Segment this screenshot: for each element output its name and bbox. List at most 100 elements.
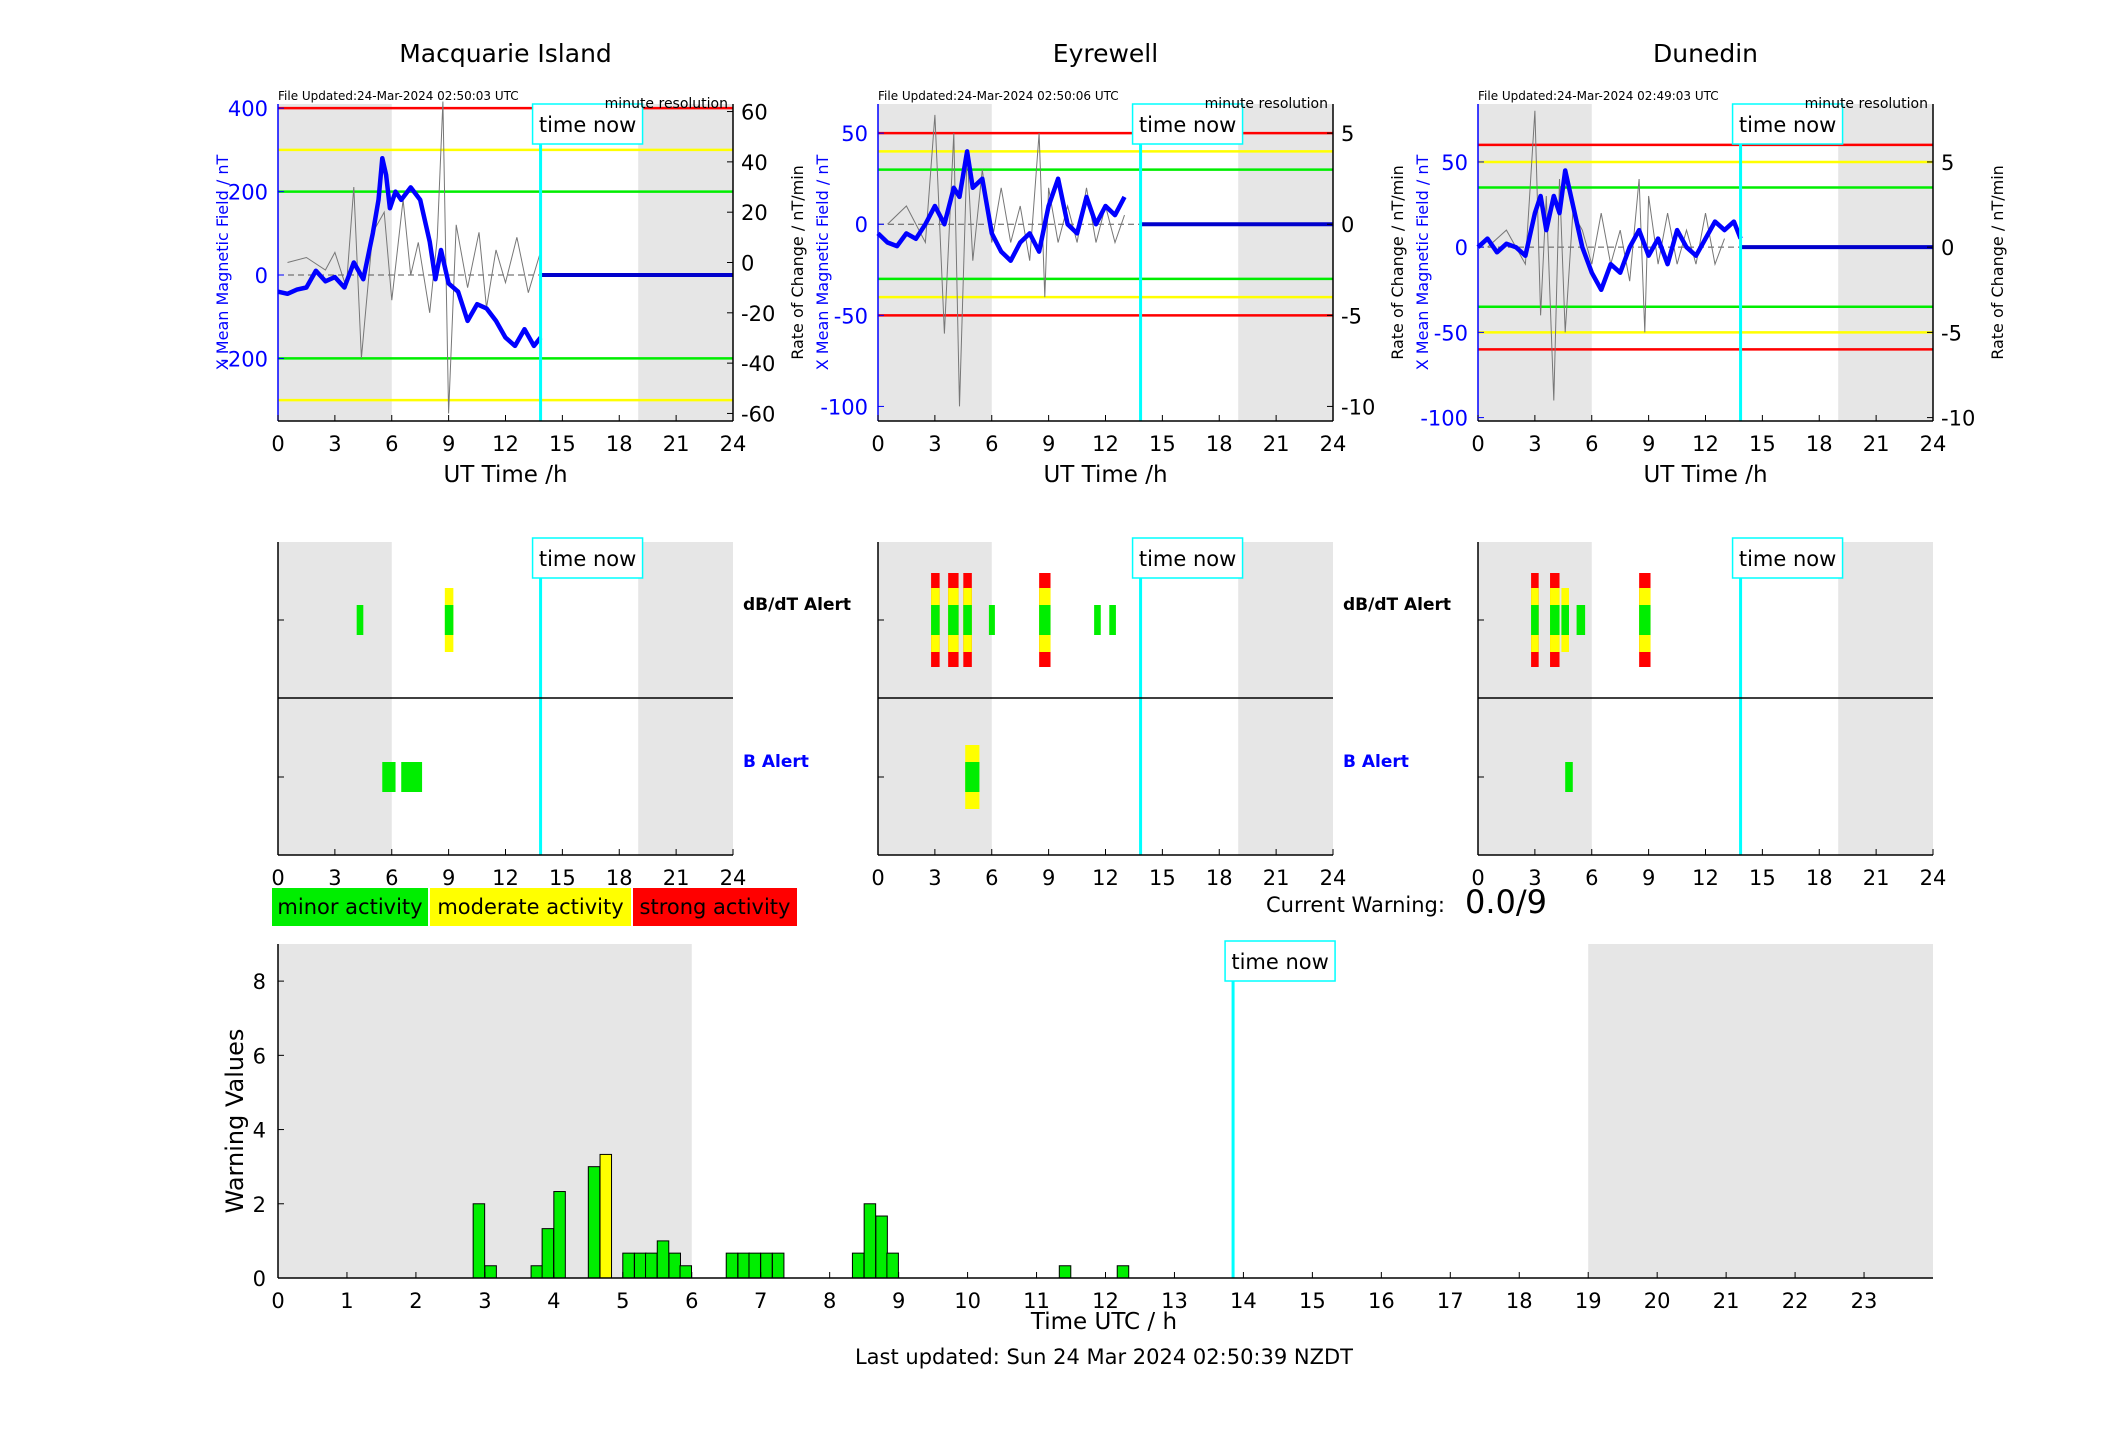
- panel-1-xtick-label-6: 6: [985, 432, 998, 456]
- panel-2-ytick-label--100: -100: [1420, 407, 1468, 431]
- alert-panel-1-xtick-label-3: 3: [928, 866, 941, 890]
- warning-panel-bar-7: [622, 1252, 635, 1279]
- alert-panel-1-time-now-label: time now: [1139, 547, 1236, 571]
- panel-0-y2tick-label--20: -20: [741, 302, 775, 326]
- alert-panel-2-b-mark-0-l1: [1565, 762, 1573, 792]
- panel-0-y2tick-label-60: 60: [741, 101, 768, 125]
- panel-1-rate-axis-label: Rate of Change / nT/min: [1388, 165, 1407, 360]
- alert-panel-2-time-now-box: [1731, 537, 1844, 579]
- panel-0-minute-resolution: minute resolution: [605, 96, 728, 112]
- alert-panel-1-dbdt-mark-6-l1: [1109, 605, 1116, 635]
- warning-panel-xtick-label-20: 20: [1644, 1289, 1671, 1313]
- panel-1-ytick-label-50: 50: [841, 122, 868, 146]
- alert-panel-2-xtick-label-6: 6: [1585, 866, 1598, 890]
- panel-0-rate-line: [287, 101, 541, 414]
- panel-0-rate-axis-label: Rate of Change / nT/min: [788, 165, 807, 360]
- alert-panel-0-time-now-box: [531, 537, 644, 579]
- warning-panel-xtick-label-0: 0: [271, 1289, 284, 1313]
- legend-minor: minor activity: [271, 887, 429, 927]
- warning-panel-xtick-label-7: 7: [754, 1289, 767, 1313]
- panel-1-shade-0: [878, 104, 992, 421]
- panel-2-file-updated: File Updated:24-Mar-2024 02:49:03 UTC: [1478, 89, 1719, 103]
- warning-panel-time-now-label: time now: [1231, 950, 1328, 974]
- panel-0-xlabel: UT Time /h: [443, 462, 567, 488]
- panel-0-title: Macquarie Island: [399, 39, 612, 68]
- panel-2-shade-1: [1838, 104, 1933, 421]
- warning-panel-xtick-label-14: 14: [1230, 1289, 1257, 1313]
- alert-panel-1-b-mark-0-l1: [965, 762, 980, 792]
- panel-0-time-now-box: [531, 103, 644, 145]
- warning-panel-ytick-label-4: 4: [253, 1119, 266, 1143]
- alert-panel-0-b-mark-1-l1: [401, 762, 423, 792]
- alert-panel-1-xtick-label-12: 12: [1092, 866, 1119, 890]
- panel-1-field-line: [876, 149, 1127, 263]
- warning-panel-xtick-label-6: 6: [685, 1289, 698, 1313]
- warning-panel-xtick-label-11: 11: [1023, 1289, 1050, 1313]
- panel-1-shade-1: [1238, 104, 1333, 421]
- warning-xlabel: Time UTC / h: [1030, 1309, 1178, 1335]
- dbdt-alert-label-1: dB/dT Alert: [1343, 595, 1451, 615]
- panel-1-y2tick-label--10: -10: [1341, 395, 1375, 419]
- warning-panel-ytick-label-8: 8: [253, 970, 266, 994]
- panel-1-xtick-label-21: 21: [1263, 432, 1290, 456]
- warning-panel-bar-22: [1058, 1265, 1072, 1279]
- panel-2-xtick-label-15: 15: [1749, 432, 1776, 456]
- warning-panel-xtick-label-22: 22: [1782, 1289, 1809, 1313]
- legend-moderate: moderate activity: [429, 887, 632, 927]
- panel-2-rate-axis-label: Rate of Change / nT/min: [1988, 165, 2007, 360]
- alert-panel-0-xtick-label-18: 18: [606, 866, 633, 890]
- panel-0-xtick-label-21: 21: [663, 432, 690, 456]
- alert-panel-0-xtick-label-15: 15: [549, 866, 576, 890]
- alert-panel-2-xtick-label-0: 0: [1471, 866, 1484, 890]
- alert-panel-2-dbdt-mark-2-l1: [1561, 605, 1569, 635]
- panel-1-title: Eyrewell: [1053, 39, 1158, 68]
- warning-panel-bar-14: [737, 1252, 750, 1279]
- warning-panel-xtick-label-4: 4: [547, 1289, 560, 1313]
- panel-0-y2tick-label-40: 40: [741, 151, 768, 175]
- panel-0-y2tick-label-0: 0: [741, 252, 754, 276]
- alert-panel-0-b-mark-0-l1: [382, 762, 396, 792]
- alert-panel-1-xtick-label-9: 9: [1042, 866, 1055, 890]
- panel-2-minute-resolution: minute resolution: [1805, 96, 1928, 112]
- panel-0-file-updated: File Updated:24-Mar-2024 02:50:03 UTC: [278, 89, 519, 103]
- panel-2-y2tick-label-0: 0: [1941, 236, 1954, 260]
- warning-panel-shade-1: [1588, 944, 1933, 1278]
- alert-panel-0-dbdt-mark-0-l1: [356, 605, 364, 635]
- panel-1-xtick-label-15: 15: [1149, 432, 1176, 456]
- warning-panel-xtick-label-10: 10: [954, 1289, 981, 1313]
- panel-2-y2tick-label--10: -10: [1941, 407, 1975, 431]
- panel-2-xtick-label-24: 24: [1920, 432, 1947, 456]
- panel-2-field-line: [1476, 168, 1743, 293]
- warning-panel-bar-10: [656, 1240, 670, 1279]
- alert-panel-1-dbdt-mark-5-l1: [1094, 605, 1101, 635]
- last-updated: Last updated: Sun 24 Mar 2024 02:50:39 N…: [854, 1345, 1353, 1369]
- panel-1-xlabel: UT Time /h: [1043, 462, 1167, 488]
- panel-1-ytick-label--50: -50: [834, 304, 868, 328]
- panel-0-xtick-label-9: 9: [442, 432, 455, 456]
- warning-panel-xtick-label-18: 18: [1506, 1289, 1533, 1313]
- panel-0-time-now-label: time now: [539, 113, 636, 137]
- warning-panel-xtick-label-1: 1: [340, 1289, 353, 1313]
- panel-0-y2tick-label-20: 20: [741, 201, 768, 225]
- warning-panel-bar-12: [679, 1265, 693, 1279]
- alert-panel-0-xtick-label-0: 0: [271, 866, 284, 890]
- panel-1-ytick-label--100: -100: [820, 395, 868, 419]
- panel-0-ytick-label-400: 400: [228, 97, 268, 121]
- alert-panel-1-dbdt-mark-4-l1: [1039, 605, 1051, 635]
- alert-panel-1-xtick-label-21: 21: [1263, 866, 1290, 890]
- warning-panel-bar-20: [875, 1215, 888, 1279]
- panel-2-xtick-label-18: 18: [1806, 432, 1833, 456]
- alert-panel-1-xtick-label-0: 0: [871, 866, 884, 890]
- warning-panel-bar-0: [472, 1203, 486, 1279]
- alert-panel-2-xtick-label-12: 12: [1692, 866, 1719, 890]
- panel-2-shade-0: [1478, 104, 1592, 421]
- warning-panel-xtick-label-19: 19: [1575, 1289, 1602, 1313]
- panel-2-xtick-label-3: 3: [1528, 432, 1541, 456]
- panel-2-ytick-label--50: -50: [1434, 321, 1468, 345]
- panel-1-xtick-label-9: 9: [1042, 432, 1055, 456]
- warning-panel-xtick-label-16: 16: [1368, 1289, 1395, 1313]
- alert-panel-1-time-now-box: [1131, 537, 1244, 579]
- panel-0-y2tick-label--40: -40: [741, 352, 775, 376]
- warning-panel-bar-11: [668, 1252, 681, 1279]
- warning-panel-xtick-label-21: 21: [1713, 1289, 1740, 1313]
